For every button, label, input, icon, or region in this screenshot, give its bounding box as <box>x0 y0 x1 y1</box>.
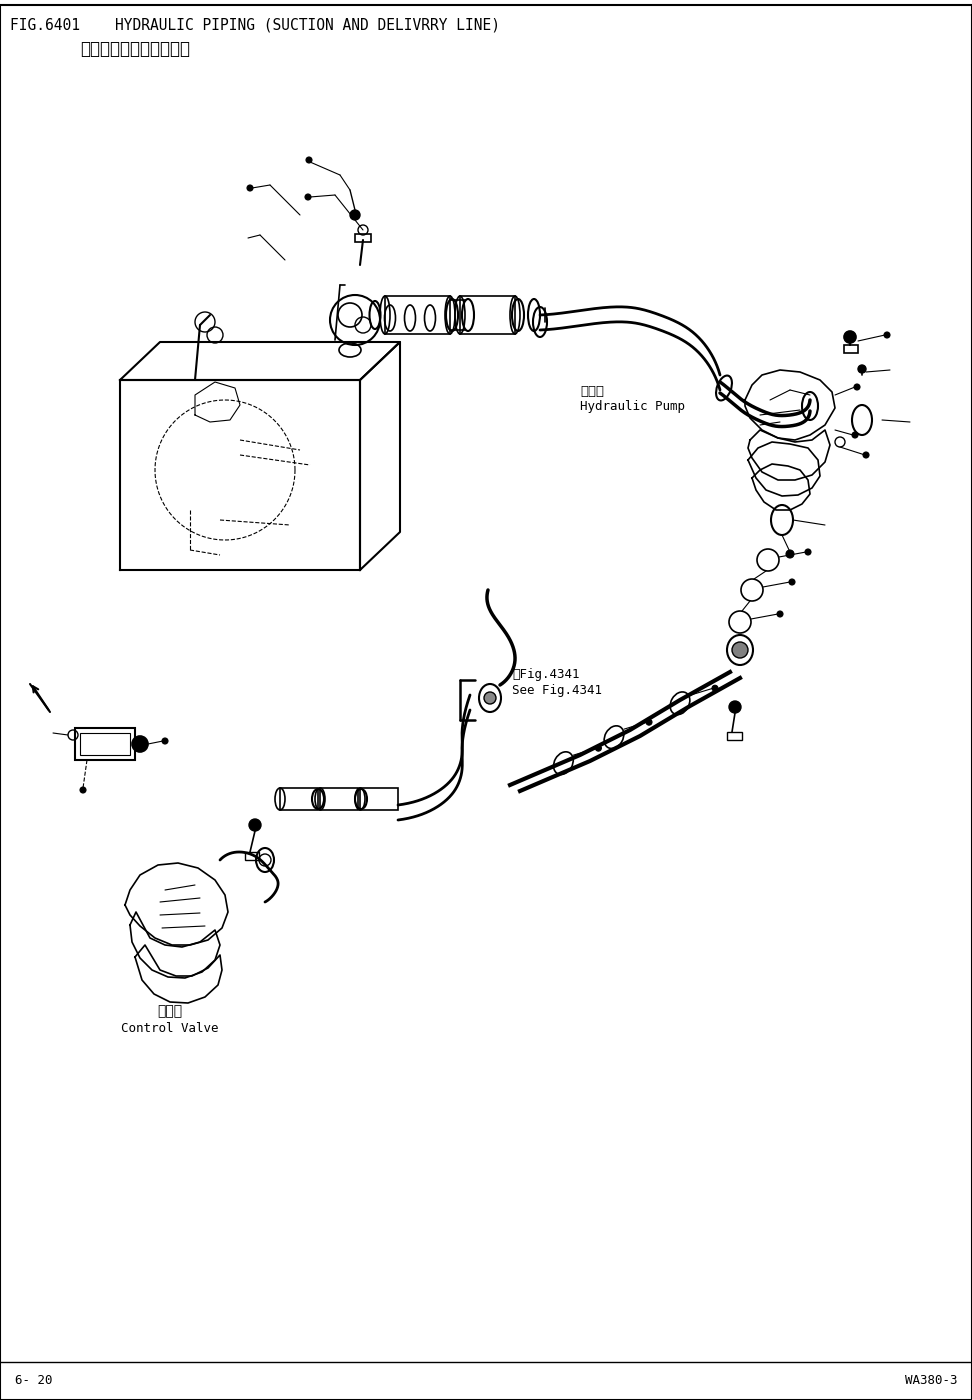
Circle shape <box>80 787 86 792</box>
Circle shape <box>306 157 312 162</box>
Circle shape <box>596 745 602 752</box>
Bar <box>385 295 450 335</box>
Bar <box>75 728 135 760</box>
Circle shape <box>852 433 858 438</box>
Text: 6- 20: 6- 20 <box>15 1373 52 1386</box>
Circle shape <box>863 452 869 458</box>
Circle shape <box>805 549 811 554</box>
Circle shape <box>249 819 261 832</box>
Bar <box>80 734 130 755</box>
Circle shape <box>786 550 794 559</box>
Circle shape <box>646 720 652 725</box>
Circle shape <box>305 195 311 200</box>
Bar <box>280 788 318 811</box>
Text: 见Fig.4341: 见Fig.4341 <box>512 668 579 680</box>
Bar <box>360 788 398 811</box>
Circle shape <box>777 610 783 617</box>
Text: 液压泵: 液压泵 <box>580 385 604 398</box>
Text: WA380-3: WA380-3 <box>905 1373 957 1386</box>
Text: 液压管路吸入和输送管路: 液压管路吸入和输送管路 <box>80 41 190 57</box>
Circle shape <box>132 736 148 752</box>
Circle shape <box>729 701 741 713</box>
Circle shape <box>350 210 360 220</box>
Circle shape <box>858 365 866 372</box>
Circle shape <box>884 332 890 337</box>
Bar <box>460 295 515 335</box>
Circle shape <box>854 384 860 391</box>
Text: See Fig.4341: See Fig.4341 <box>512 685 602 697</box>
Circle shape <box>162 738 168 743</box>
Bar <box>727 732 742 741</box>
Bar <box>844 344 858 353</box>
Text: Control Valve: Control Valve <box>122 1022 219 1035</box>
Circle shape <box>712 685 718 692</box>
Circle shape <box>789 580 795 585</box>
Text: 控制阀: 控制阀 <box>157 1004 183 1018</box>
Text: FIG.6401    HYDRAULIC PIPING (SUCTION AND DELIVRRY LINE): FIG.6401 HYDRAULIC PIPING (SUCTION AND D… <box>10 17 500 32</box>
Circle shape <box>484 692 496 704</box>
Bar <box>320 788 358 811</box>
Circle shape <box>844 330 856 343</box>
Circle shape <box>247 185 253 190</box>
Bar <box>355 234 371 242</box>
Bar <box>245 853 259 860</box>
Text: Hydraulic Pump: Hydraulic Pump <box>580 400 685 413</box>
Circle shape <box>732 643 748 658</box>
